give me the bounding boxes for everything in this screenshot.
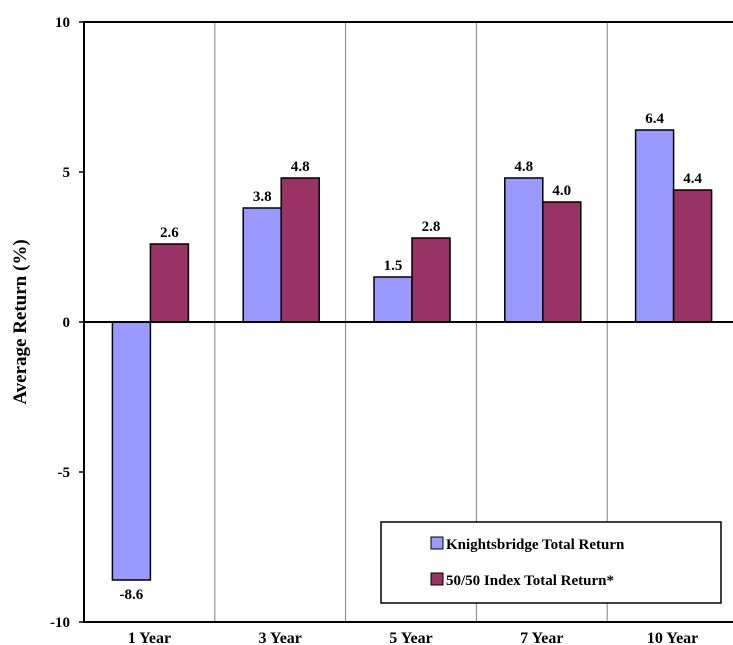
data-label: 6.4 — [645, 111, 664, 127]
legend-swatch-knightsbridge — [430, 536, 444, 550]
y-tick-label: 0 — [63, 315, 71, 331]
bar-knightsbridge — [242, 207, 282, 323]
data-label: 4.8 — [514, 159, 533, 175]
y-tick-label: 5 — [63, 165, 71, 181]
x-axis-ticks: 1 Year 3 Year 5 Year 7 Year 10 Year — [128, 630, 699, 645]
legend-box — [380, 521, 722, 604]
x-tick-label: 3 Year — [259, 630, 302, 645]
y-axis-ticks: 10 5 0 -5 -10 — [50, 15, 84, 631]
y-tick-label: 10 — [55, 15, 70, 31]
legend-label-knightsbridge: Knightsbridge Total Return — [446, 537, 625, 553]
bar-index — [411, 237, 451, 323]
bar-index — [149, 243, 190, 323]
bar-index — [280, 177, 320, 323]
x-tick-label: 5 Year — [389, 630, 432, 645]
bar-index — [542, 201, 582, 323]
data-label: 4.0 — [552, 183, 571, 199]
x-tick-label: 1 Year — [128, 630, 171, 645]
legend: Knightsbridge Total Return 50/50 Index T… — [380, 521, 722, 604]
data-label: 4.8 — [291, 159, 310, 175]
y-tick-label: -10 — [50, 615, 70, 631]
data-label: 2.6 — [160, 225, 179, 241]
bar-knightsbridge — [634, 129, 675, 323]
data-labels: -8.6 3.8 1.5 4.8 6.4 2.6 4.8 2.8 4.0 4.4 — [120, 111, 703, 603]
bar-knightsbridge — [111, 321, 152, 581]
data-label: 2.8 — [422, 219, 441, 235]
bar-knightsbridge — [504, 177, 544, 323]
data-label: -8.6 — [120, 587, 144, 603]
data-label: 1.5 — [384, 258, 403, 274]
y-axis-label: Average Return (%) — [10, 239, 31, 404]
bar-index — [672, 189, 713, 323]
bars — [111, 129, 713, 581]
data-label: 4.4 — [683, 171, 702, 187]
legend-label-index: 50/50 Index Total Return* — [446, 573, 614, 589]
x-tick-label: 7 Year — [520, 630, 563, 645]
data-label: 3.8 — [253, 189, 272, 205]
bar-knightsbridge — [373, 276, 413, 323]
y-tick-label: -5 — [58, 465, 71, 481]
legend-swatch-index — [430, 572, 444, 586]
x-tick-label: 10 Year — [647, 630, 698, 645]
